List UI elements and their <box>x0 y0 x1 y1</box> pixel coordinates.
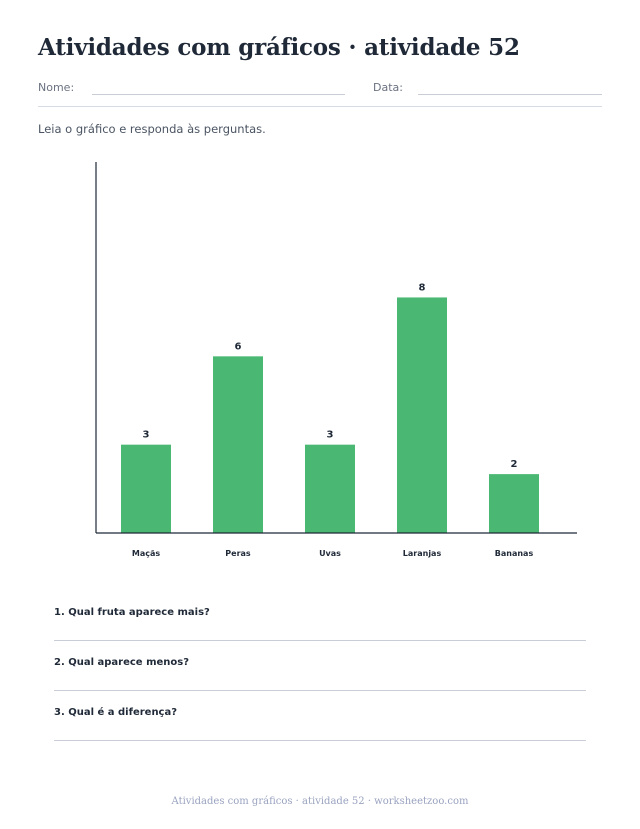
category-label-2: Uvas <box>319 549 341 558</box>
instructions-text: Leia o gráfico e responda às perguntas. <box>38 122 266 136</box>
header-divider <box>38 106 602 107</box>
bar-value-label-3: 8 <box>419 282 426 293</box>
bar-value-label-2: 3 <box>327 430 334 441</box>
category-label-1: Peras <box>225 549 251 558</box>
bar-4 <box>489 474 539 533</box>
bar-0 <box>121 444 171 533</box>
page-title: Atividades com gráficos · atividade 52 <box>38 34 520 61</box>
question-1: 1. Qual fruta aparece mais? <box>54 607 210 618</box>
bar-1 <box>213 356 263 533</box>
footer-text: Atividades com gráficos · atividade 52 ·… <box>171 796 469 807</box>
name-label: Nome: <box>38 81 75 94</box>
bar-value-label-1: 6 <box>235 341 242 352</box>
bar-value-label-4: 2 <box>511 459 518 470</box>
bar-2 <box>305 444 355 533</box>
question-2: 2. Qual aparece menos? <box>54 657 190 668</box>
answer-line-1[interactable] <box>54 640 586 641</box>
answer-line-2[interactable] <box>54 690 586 691</box>
bar-3 <box>397 297 447 533</box>
category-label-0: Maçãs <box>132 549 161 558</box>
chart-bars: 3 Maçãs 6 Peras 3 Uvas 8 Laranjas 2 Bananas <box>121 282 539 558</box>
category-label-3: Laranjas <box>403 549 442 558</box>
answer-line-3[interactable] <box>54 740 586 741</box>
date-label: Data: <box>373 81 403 94</box>
category-label-4: Bananas <box>495 549 534 558</box>
bar-value-label-0: 3 <box>143 430 150 441</box>
date-field-line[interactable] <box>418 94 602 95</box>
chart-axes <box>95 162 577 534</box>
name-field-line[interactable] <box>92 94 345 95</box>
question-3: 3. Qual é a diferença? <box>54 707 178 718</box>
